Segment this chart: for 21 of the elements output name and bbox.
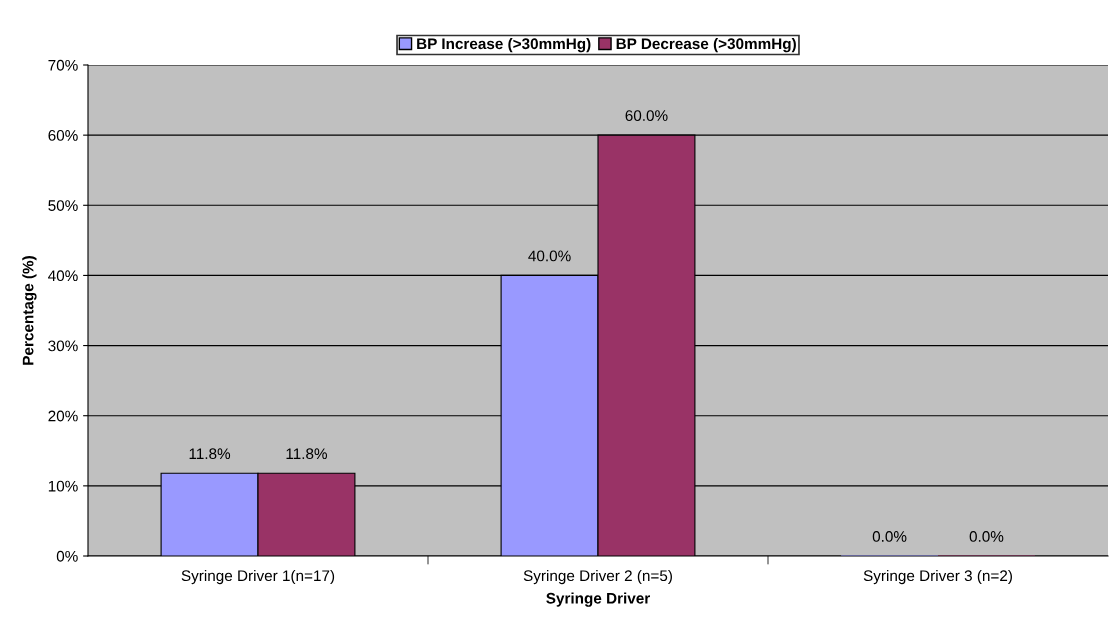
y-tick-label: 70% [48,59,78,71]
data-label: 0.0% [872,531,907,542]
y-tick-label: 10% [48,480,78,492]
y-tick-label: 30% [48,340,78,352]
data-label: 0.0% [969,531,1004,542]
data-label: 11.8% [189,448,231,460]
legend-label: BP Increase (>30mmHg) [417,37,591,53]
legend-label: BP Decrease (>30mmHg) [616,37,796,53]
y-tick-label: 50% [48,200,78,211]
y-tick-label: 20% [48,410,78,422]
x-tick-label: Syringe Driver 1(n=17) [181,569,335,585]
data-label: 40.0% [528,250,571,262]
y-tick-label: 0% [56,550,78,562]
data-label: 60.0% [625,110,668,122]
x-tick-label: Syringe Driver 2 (n=5) [523,569,672,585]
x-axis-title: Syringe Driver [546,592,650,607]
y-tick-label: 60% [48,130,78,141]
y-axis-title: Percentage (%) [22,256,37,365]
x-tick-label: Syringe Driver 3 (n=2) [863,569,1012,585]
y-tick-label: 40% [48,270,78,282]
data-label: 11.8% [286,448,327,460]
